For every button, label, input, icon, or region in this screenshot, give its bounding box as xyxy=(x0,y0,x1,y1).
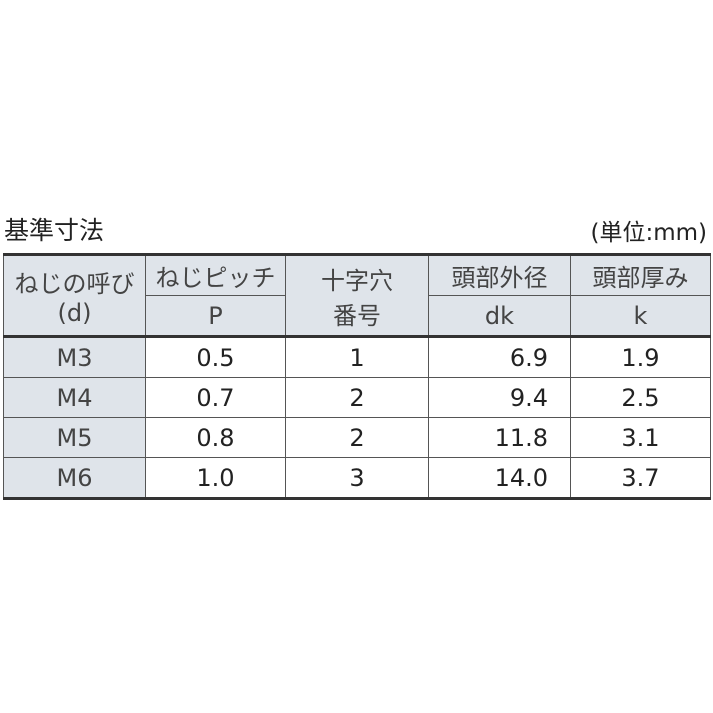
cell-k: 1.9 xyxy=(570,335,711,378)
cell-pitch: 0.7 xyxy=(145,377,286,418)
header-label-2: 番号 xyxy=(333,301,381,330)
table-row: M4 0.7 2 9.4 2.5 xyxy=(3,377,711,418)
cell-recess: 2 xyxy=(285,377,429,418)
cell-recess: 2 xyxy=(285,417,429,458)
cell-k: 3.7 xyxy=(570,457,711,499)
cell-pitch: 0.5 xyxy=(145,335,286,378)
header-row: ねじの呼び (d) ねじピッチ 十字穴番号 頭部外径 頭部厚み xyxy=(3,253,711,337)
section-title: 基準寸法 xyxy=(4,216,105,245)
header-pitch: ねじピッチ xyxy=(145,253,286,296)
cell-k: 2.5 xyxy=(570,377,711,418)
header-label: ねじの呼び xyxy=(14,270,135,298)
header-thread-size: ねじの呼び (d) xyxy=(3,253,146,337)
cell-dk: 9.4 xyxy=(428,377,571,418)
header-k-symbol: k xyxy=(570,295,711,337)
table-row: M6 1.0 3 14.0 3.7 xyxy=(3,457,711,499)
unit-label: (単位:mm) xyxy=(590,220,707,246)
table-row: M3 0.5 1 6.9 1.9 xyxy=(3,335,711,378)
header-pitch-symbol: P xyxy=(145,295,286,337)
header-symbol-row: P dk k xyxy=(4,295,711,337)
cell-size: M3 xyxy=(3,335,146,378)
cell-pitch: 0.8 xyxy=(145,417,286,458)
header-head-diameter: 頭部外径 xyxy=(428,253,571,296)
cell-size: M6 xyxy=(3,457,146,499)
table-row: M5 0.8 2 11.8 3.1 xyxy=(3,417,711,458)
dimensions-table: ねじの呼び (d) ねじピッチ 十字穴番号 頭部外径 頭部厚み P dk k M3… xyxy=(3,253,711,500)
cell-dk: 6.9 xyxy=(428,335,571,378)
cell-dk: 14.0 xyxy=(428,457,571,499)
header-symbol: (d) xyxy=(57,299,92,327)
cell-size: M4 xyxy=(3,377,146,418)
header-cross-recess: 十字穴 番号 xyxy=(285,253,429,337)
cell-dk: 11.8 xyxy=(428,417,571,458)
header-label: 十字穴 xyxy=(321,266,393,295)
cell-size: M5 xyxy=(3,417,146,458)
cell-recess: 3 xyxy=(285,457,429,499)
cell-recess: 1 xyxy=(285,335,429,378)
header-dk-symbol: dk xyxy=(428,295,571,337)
cell-pitch: 1.0 xyxy=(145,457,286,499)
cell-k: 3.1 xyxy=(570,417,711,458)
header-head-thickness: 頭部厚み xyxy=(570,253,711,296)
